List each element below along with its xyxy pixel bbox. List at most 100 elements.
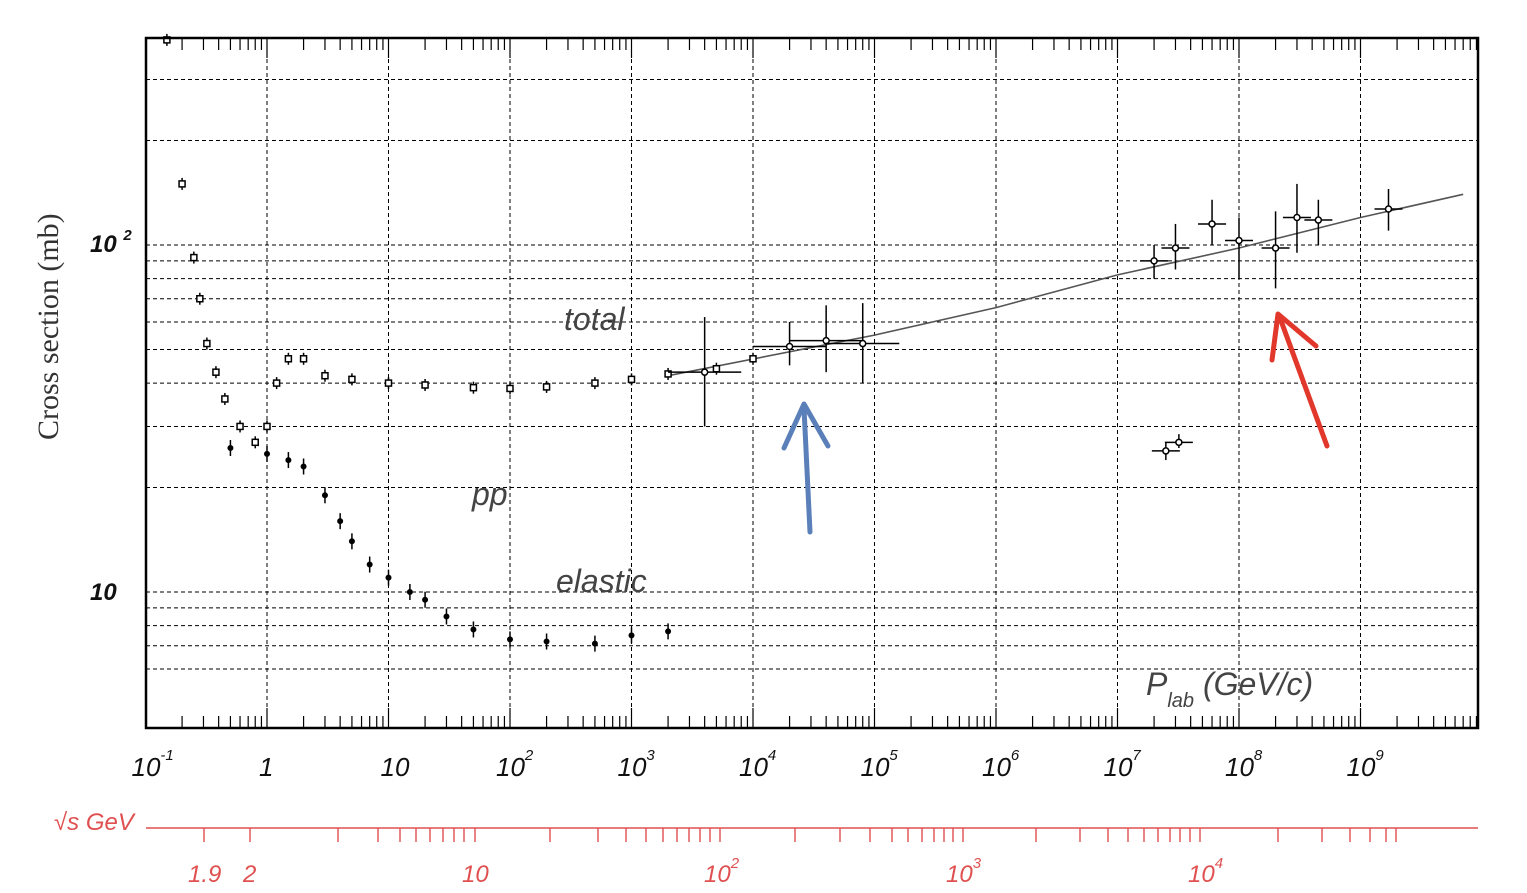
cosmic-point	[858, 339, 867, 348]
total-point	[712, 364, 721, 373]
elastic-point	[348, 538, 355, 545]
label-plab: Plab (GeV/c)	[1146, 666, 1313, 712]
elastic-point	[337, 518, 344, 525]
x-tick-label: 1	[259, 752, 273, 782]
elastic-point	[443, 613, 450, 620]
x-tick-label-exp: 3	[646, 747, 655, 764]
cosmic-point	[1171, 244, 1180, 252]
x-tick-label: 104	[739, 747, 776, 782]
sqrt-s-tick-label: 102	[704, 855, 740, 888]
fit-curve	[667, 193, 1464, 377]
cosmic-point	[1175, 438, 1183, 447]
total-point	[263, 422, 271, 431]
red-arrow-shaft	[1277, 315, 1330, 449]
x-tick-label: 105	[861, 747, 899, 782]
cosmic-point	[1314, 216, 1323, 224]
total-point	[321, 371, 329, 380]
cosmic-point	[1384, 205, 1393, 213]
sqrt-s-tick-label: 1.9	[188, 861, 221, 888]
y-tick-label-10: 10	[90, 579, 117, 606]
elastic-point	[665, 628, 672, 635]
sqrt-s-tick-label-exp: 2	[730, 855, 740, 872]
total-point	[542, 383, 551, 391]
plot-frame	[144, 36, 1480, 730]
sqrt-s-axis-label: √s GeV	[54, 809, 136, 836]
total-point	[421, 381, 429, 389]
elastic-point	[366, 561, 373, 568]
sqrt-s-tick-label: 2	[242, 861, 256, 888]
total-point	[506, 384, 514, 393]
elastic-point	[300, 463, 307, 470]
y-axis-title: Cross section (mb)	[32, 213, 65, 440]
x-tick-label: 10	[381, 752, 410, 782]
label-elastic: elastic	[556, 563, 647, 599]
x-tick-label: 106	[982, 747, 1020, 782]
cosmic-point	[1293, 213, 1301, 222]
sqrt-s-tick-label-exp: 3	[973, 855, 982, 872]
y-tick-label-exp: 2	[122, 227, 132, 244]
cosmic-point	[1150, 257, 1158, 265]
elastic-point	[385, 574, 392, 581]
x-tick-label-exp: -1	[160, 747, 173, 764]
total-point	[348, 375, 356, 384]
cosmic-point	[785, 342, 794, 351]
x-tick-label-exp: 8	[1254, 747, 1263, 764]
cosmic-point	[1162, 447, 1170, 455]
x-tick-label-exp: 2	[524, 747, 534, 764]
total-point	[196, 295, 204, 303]
x-tick-label-exp: 5	[889, 747, 898, 764]
total-point	[664, 370, 672, 378]
sqrt-s-tick-label-exp: 4	[1215, 855, 1223, 872]
elastic-point	[591, 640, 598, 647]
blue-arrow-head	[781, 401, 831, 451]
elastic-point	[227, 445, 234, 452]
total-point	[251, 438, 259, 447]
x-tick-label: 107	[1104, 747, 1142, 782]
total-point	[749, 355, 757, 363]
sqrt-s-tick-label: 104	[1188, 855, 1223, 888]
x-tick-label: 102	[496, 747, 534, 782]
x-tick-label-exp: 6	[1011, 747, 1020, 764]
total-point	[299, 355, 308, 363]
x-tick-label: 108	[1225, 747, 1263, 782]
sqrt-s-tick-label: 10	[462, 861, 489, 888]
cosmic-point	[1235, 236, 1243, 245]
label-plab-units: (GeV/c)	[1194, 666, 1313, 702]
cosmic-point	[1271, 244, 1280, 252]
total-point	[178, 180, 186, 188]
cosmic-point	[700, 368, 709, 376]
total-point	[190, 253, 198, 262]
total-point	[221, 395, 229, 403]
elastic-point	[507, 636, 513, 643]
total-point	[236, 422, 244, 431]
total-point	[469, 383, 478, 392]
total-point	[272, 379, 281, 387]
x-tick-label: 10-1	[132, 747, 174, 782]
label-total: total	[564, 301, 625, 337]
sqrt-s-tick-label: 103	[946, 855, 982, 888]
x-tick-label-exp: 4	[768, 747, 776, 764]
fit-line	[667, 193, 1464, 377]
total-point	[591, 379, 599, 387]
x-tick-label: 103	[618, 747, 656, 782]
elastic-point	[470, 626, 477, 633]
elastic-point	[406, 589, 413, 595]
label-plab-sub: lab	[1167, 690, 1194, 712]
label-pp: pp	[471, 476, 508, 512]
blue-arrow-shaft	[801, 405, 813, 535]
axis-ticks	[181, 38, 1478, 728]
x-tick-label-exp: 7	[1132, 747, 1141, 764]
elastic-point	[321, 492, 328, 499]
y-tick-label-100: 10 2	[90, 227, 132, 258]
cosmic-point	[1208, 220, 1216, 228]
red-arrow-head	[1269, 311, 1319, 363]
grid-lines	[146, 38, 1478, 728]
elastic-point	[543, 638, 550, 645]
x-tick-label: 109	[1347, 747, 1385, 782]
total-point	[384, 379, 393, 387]
total-point	[627, 375, 636, 384]
cosmic-point	[822, 336, 830, 345]
annotation-arrows	[781, 311, 1330, 535]
